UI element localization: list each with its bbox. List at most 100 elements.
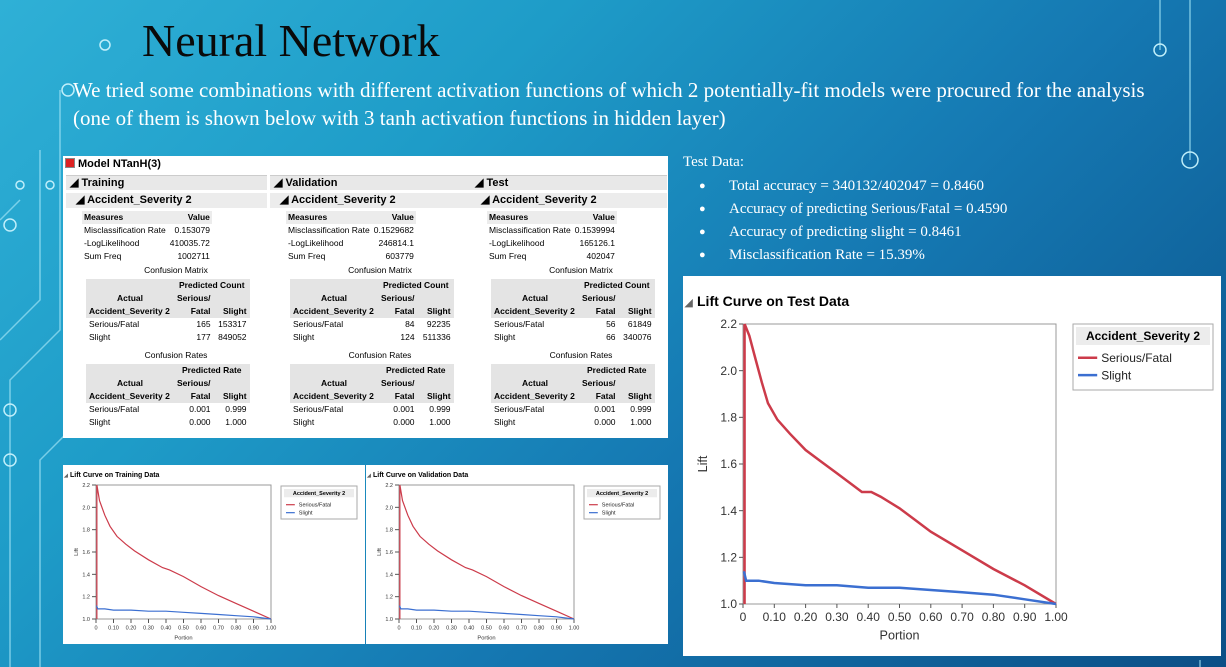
confusion-rates-caption: Confusion Rates [549, 350, 613, 360]
response-header[interactable]: ◢ Accident_Severity 2 [66, 193, 267, 208]
x-tick-label: 0.30 [143, 626, 154, 632]
cell-slight: 0.999 [225, 404, 247, 414]
cell-fatal: 0.001 [189, 404, 211, 414]
x-tick-label: 0.10 [763, 610, 787, 624]
series-line-slight [742, 571, 1057, 606]
measure-value: 0.1539994 [574, 225, 615, 235]
row-label: Serious/Fatal [293, 404, 344, 414]
x-tick-label: 1.00 [266, 626, 277, 632]
y-tick-label: 1.2 [720, 551, 737, 565]
response-label: Accident_Severity 2 [290, 390, 378, 403]
x-tick-label: 0.90 [248, 626, 259, 632]
slight-header: Slight [618, 390, 655, 403]
section-header[interactable]: ◢ Test [471, 175, 667, 190]
disclosure-icon[interactable] [65, 158, 75, 168]
x-tick-label: 0.80 [231, 626, 242, 632]
serious-header: Serious/ [174, 377, 214, 390]
collapse-icon[interactable]: ◢ [64, 473, 69, 479]
measure-value: 603779 [385, 251, 414, 261]
measures-header: Measures [487, 211, 573, 224]
row-label: Slight [89, 417, 111, 427]
validation-lift-chart: Lift Curve on Validation Data◢ 1.0 1.2 1.4 1… [367, 472, 661, 642]
legend-item-serious-fatal: Serious/Fatal [1101, 351, 1172, 365]
test-lift-panel: Lift Curve on Test Data ◢ 1.0 1.2 1.4 1.6 1.8 2… [683, 276, 1221, 656]
x-tick-label: 0 [94, 626, 97, 632]
response-label: Accident_Severity 2 [86, 390, 174, 403]
section-test: ◢ Test ◢ Accident_Severity 2 Measures Value… [471, 175, 667, 429]
predicted-header: Predicted Count [174, 279, 250, 292]
section-name: Test [486, 177, 509, 189]
x-tick-label: 0.60 [919, 610, 943, 624]
cell-fatal: 56 [606, 319, 616, 329]
row-label: Slight [293, 417, 315, 427]
measure-label: Misclassification Rate [489, 225, 571, 235]
y-axis-label: Lift [74, 548, 80, 556]
legend-title: Accident_Severity 2 [1086, 329, 1200, 343]
collapse-icon[interactable]: ◢ [367, 473, 372, 479]
measures-table: Measures Value Misclassification Rate 0.152… [286, 211, 416, 263]
response-name: Accident_Severity 2 [291, 194, 396, 206]
x-tick-label: 0.90 [551, 626, 562, 632]
measure-label: -LogLikelihood [288, 238, 344, 248]
row-label: Serious/Fatal [494, 404, 545, 414]
slight-header: Slight [618, 305, 655, 318]
slide-title: Neural Network [142, 15, 440, 66]
x-tick-label: 0.10 [411, 626, 422, 632]
response-header[interactable]: ◢ Accident_Severity 2 [270, 193, 471, 208]
legend-header [284, 489, 354, 498]
training-lift-chart: Lift Curve on Training Data◢ 1.0 1.2 1.4 1.6… [64, 472, 358, 642]
table-row: Slight 177 849052 [86, 331, 250, 344]
y-tick-label: 1.8 [720, 411, 737, 425]
table-row: Slight 124 511336 [290, 331, 454, 344]
table-row: Slight 66 340076 [491, 331, 655, 344]
collapse-icon[interactable]: ◢ [274, 177, 286, 189]
cell-slight: 340076 [623, 332, 652, 342]
y-tick-label: 1.4 [82, 572, 90, 578]
cell-slight: 1.000 [225, 417, 247, 427]
section-header[interactable]: ◢ Training [66, 175, 267, 190]
validation-lift-panel: Lift Curve on Validation Data ◢ 1.0 1.2 1.4 1… [366, 465, 668, 644]
x-tick-label: 0.60 [196, 626, 207, 632]
legend-title: Accident_Severity 2 [596, 491, 648, 497]
measure-row: -LogLikelihood 410035.72 [82, 237, 212, 250]
measures-header: Measures [286, 211, 372, 224]
measure-row: Sum Freq 1002711 [82, 250, 212, 263]
measure-value: 165126.1 [579, 238, 615, 248]
test-data-label: Test Data: [683, 154, 745, 170]
y-axis-label: Lift [696, 455, 710, 472]
x-tick-label: 0.40 [464, 626, 475, 632]
model-header[interactable]: Model NTanH(3) [65, 158, 161, 171]
response-label: Accident_Severity 2 [491, 390, 579, 403]
collapse-icon[interactable]: ◢ [76, 194, 88, 206]
collapse-icon[interactable]: ◢ [475, 177, 487, 189]
collapse-icon[interactable]: ◢ [481, 194, 493, 206]
y-tick-label: 2.2 [720, 317, 737, 331]
x-tick-label: 0.70 [516, 626, 527, 632]
y-tick-label: 1.6 [385, 550, 393, 556]
collapse-icon[interactable]: ◢ [70, 177, 82, 189]
slight-header: Slight [417, 305, 454, 318]
cell-fatal: 84 [405, 319, 415, 329]
predicted-header: Predicted Rate [174, 364, 250, 377]
cell-slight: 849052 [218, 332, 247, 342]
x-tick-label: 0.40 [161, 626, 172, 632]
row-label: Slight [494, 417, 516, 427]
section-header[interactable]: ◢ Validation [270, 175, 471, 190]
series-line-serious-fatal [399, 484, 575, 620]
response-label: Accident_Severity 2 [86, 305, 174, 318]
confusion-matrix-caption: Confusion Matrix [549, 265, 613, 275]
plot-frame [398, 484, 575, 620]
collapse-icon[interactable]: ◢ [280, 194, 292, 206]
y-tick-label: 1.8 [82, 528, 90, 534]
y-tick-label: 1.0 [82, 617, 90, 623]
table-row: Serious/Fatal 56 61849 [491, 318, 655, 331]
x-axis-label: Portion [174, 636, 192, 642]
y-tick-label: 1.6 [720, 457, 737, 471]
y-tick-label: 1.0 [385, 617, 393, 623]
measure-label: Sum Freq [489, 251, 527, 261]
plot-frame [95, 484, 272, 620]
bullet-misclassification: Misclassification Rate = 15.39% [683, 244, 1103, 267]
x-tick-label: 0.20 [126, 626, 137, 632]
response-header[interactable]: ◢ Accident_Severity 2 [471, 193, 667, 208]
collapse-icon[interactable]: ◢ [684, 297, 693, 309]
